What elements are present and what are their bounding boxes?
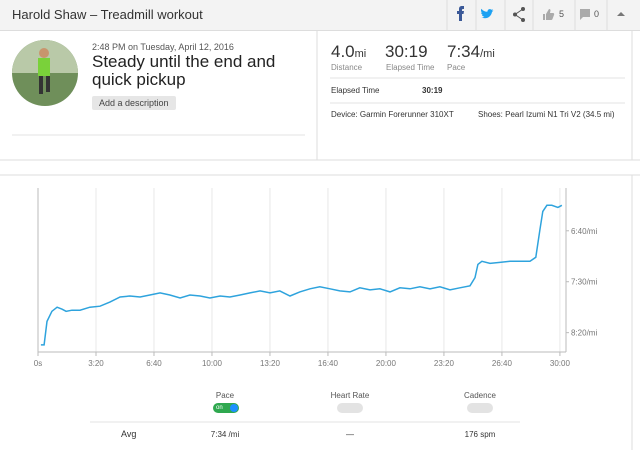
like-icon[interactable] [543, 9, 555, 20]
x-tick-label: 23:20 [434, 359, 455, 368]
toggle-label: Pace [215, 391, 235, 400]
y-tick-label: 7:30/mi [571, 278, 597, 287]
x-tick-label: 10:00 [202, 359, 223, 368]
stat-label: Pace [447, 63, 466, 72]
facebook-icon[interactable] [457, 6, 464, 21]
activity-title: Harold Shaw – Treadmill workout [12, 7, 203, 22]
comment-icon[interactable] [580, 9, 590, 20]
toggle-state: on [216, 405, 223, 411]
stat-unit: mi [354, 48, 367, 60]
y-tick-label: 8:20/mi [571, 329, 597, 338]
add-description-button[interactable]: Add a description [92, 96, 176, 110]
share-icon[interactable] [513, 7, 525, 22]
summary-value: 7:34 /mi [210, 430, 240, 439]
device: Device: Garmin Forerunner 310XT [331, 110, 454, 119]
stat: 7:34/mi [447, 42, 495, 62]
cadence-toggle[interactable] [467, 403, 493, 413]
x-tick-label: 30:00 [550, 359, 571, 368]
stat-value: 4.0 [331, 42, 355, 61]
stat-value: 7:34 [447, 42, 481, 61]
collapse-icon[interactable] [617, 12, 625, 16]
like-count: 5 [559, 9, 565, 19]
stat-unit: /mi [480, 48, 495, 60]
x-tick-label: 3:20 [88, 359, 104, 368]
x-tick-label: 20:00 [376, 359, 397, 368]
summary-value: — [346, 430, 354, 439]
toggle-label: Cadence [463, 391, 497, 400]
activity-name: Steady until the end and quick pickup [92, 52, 276, 89]
pace-toggle[interactable]: on [213, 403, 239, 413]
comment-count: 0 [594, 9, 600, 19]
shoes: Shoes: Pearl Izumi N1 Tri V2 (34.5 mi) [478, 110, 615, 119]
x-tick-label: 26:40 [492, 359, 513, 368]
activity-datetime: 2:48 PM on Tuesday, April 12, 2016 [92, 42, 234, 52]
pace-line [40, 204, 563, 346]
x-tick-label: 16:40 [318, 359, 339, 368]
stat-label: Distance [331, 63, 363, 72]
summary-value: 176 spm [464, 430, 496, 439]
detail-label: Elapsed Time [331, 86, 380, 95]
x-tick-label: 13:20 [260, 359, 281, 368]
heart-rate-toggle[interactable] [337, 403, 363, 413]
x-tick-label: 0s [34, 359, 42, 368]
stat-value: 30:19 [385, 42, 428, 61]
summary-label: Avg [121, 429, 137, 439]
stat: 4.0mi [331, 42, 366, 62]
x-tick-label: 6:40 [146, 359, 162, 368]
stat-label: Elapsed Time [386, 63, 435, 72]
twitter-icon[interactable] [480, 8, 494, 19]
toggle-label: Heart Rate [330, 391, 370, 400]
y-tick-label: 6:40/mi [571, 227, 597, 236]
detail-value: 30:19 [422, 86, 443, 95]
